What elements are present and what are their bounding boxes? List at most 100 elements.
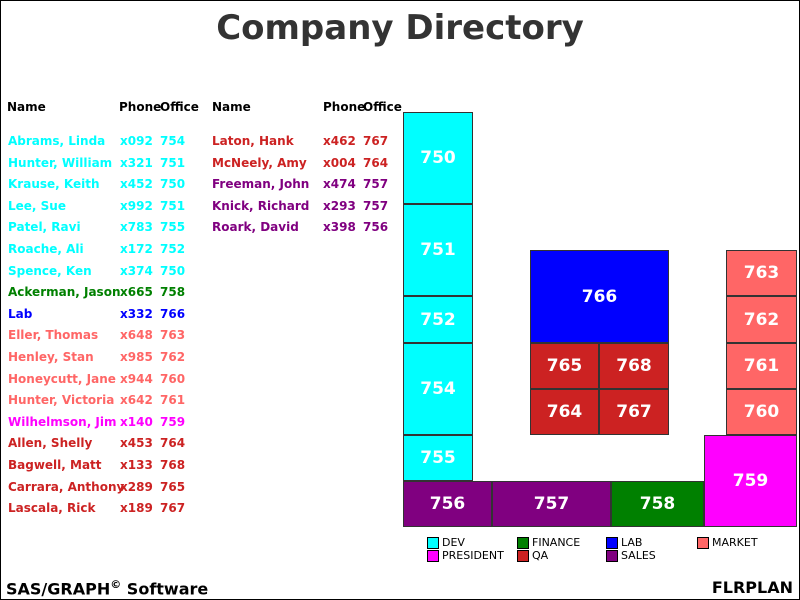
- directory-phone: x783: [120, 220, 153, 235]
- legend-swatch: [517, 537, 529, 549]
- legend-label: PRESIDENT: [442, 549, 504, 562]
- legend-item-lab: LAB: [606, 536, 642, 549]
- directory-name: Carrara, Anthony: [8, 479, 125, 494]
- legend-item-finance: FINANCE: [517, 536, 580, 549]
- legend-item-market: MARKET: [697, 536, 758, 549]
- directory-name: Krause, Keith: [8, 177, 100, 192]
- directory-phone: x648: [120, 328, 153, 343]
- room-755: 755: [403, 435, 473, 481]
- directory-phone: x462: [323, 134, 356, 148]
- directory-phone: x474: [323, 177, 356, 192]
- legend-label: FINANCE: [532, 536, 581, 549]
- legend-swatch: [427, 550, 439, 562]
- directory-phone: x092: [120, 134, 153, 148]
- directory-name: Patel, Ravi: [8, 220, 81, 235]
- room-759: 759: [704, 435, 797, 527]
- directory-office: 754: [160, 134, 186, 148]
- directory-name: Lee, Sue: [8, 198, 66, 213]
- header-phone-right: Phone: [323, 100, 366, 114]
- footer-left: SAS/GRAPH© Software: [6, 578, 208, 598]
- legend-label: DEV: [442, 536, 465, 549]
- directory-phone: x189: [120, 501, 153, 516]
- directory-phone: x453: [120, 436, 153, 451]
- directory-office: 757: [363, 198, 389, 213]
- room-751: 751: [403, 204, 473, 296]
- legend-label: MARKET: [712, 536, 758, 549]
- directory-phone: x172: [120, 242, 153, 256]
- directory-office: 760: [160, 371, 186, 386]
- directory-phone: x944: [120, 371, 153, 386]
- directory-name: Lab: [8, 306, 33, 321]
- room-752: 752: [403, 296, 473, 343]
- room-750: 750: [403, 112, 473, 204]
- room-757: 757: [492, 481, 611, 527]
- directory-office: 750: [160, 177, 186, 192]
- directory-name: Wilhelmson, Jim: [8, 414, 117, 429]
- directory-phone: x992: [120, 198, 153, 213]
- header-office-right: Office: [363, 100, 402, 114]
- footer-right: FLRPLAN: [711, 578, 793, 597]
- directory-phone: x374: [120, 263, 153, 278]
- directory-office: 756: [363, 220, 389, 235]
- page-title: Company Directory: [216, 8, 584, 48]
- room-765: 765: [530, 343, 599, 389]
- directory-name: Roache, Ali: [8, 242, 84, 256]
- legend-label: LAB: [621, 536, 643, 549]
- room-768: 768: [599, 343, 669, 389]
- directory-office: 762: [160, 350, 186, 364]
- header-office-left: Office: [160, 100, 199, 114]
- directory-phone: x289: [120, 479, 153, 494]
- directory-phone: x642: [120, 393, 153, 408]
- directory-office: 764: [160, 436, 186, 451]
- directory-name: Freeman, John: [212, 177, 310, 192]
- directory-phone: x398: [323, 220, 356, 235]
- copyright-mark: ©: [110, 578, 122, 591]
- footer-software: Software: [121, 579, 209, 599]
- directory-office: 767: [363, 134, 389, 148]
- room-766: 766: [530, 250, 669, 343]
- legend-swatch: [606, 537, 618, 549]
- room-767: 767: [599, 389, 669, 435]
- directory-office: 757: [363, 177, 389, 192]
- directory-office: 752: [160, 242, 186, 256]
- directory-phone: x293: [323, 198, 356, 213]
- directory-phone: x985: [120, 350, 153, 364]
- directory-phone: x332: [120, 306, 153, 321]
- legend-swatch: [697, 537, 709, 549]
- room-763: 763: [726, 250, 797, 296]
- legend-item-qa: QA: [517, 549, 548, 562]
- directory-office: 761: [160, 393, 186, 408]
- directory-phone: x140: [120, 414, 153, 429]
- directory-name: Bagwell, Matt: [8, 458, 102, 472]
- directory-office: 766: [160, 306, 186, 321]
- legend-label: QA: [532, 549, 549, 562]
- header-phone-left: Phone: [119, 100, 162, 114]
- directory-name: Henley, Stan: [8, 350, 94, 364]
- directory-name: Roark, David: [212, 220, 299, 235]
- directory-office: 755: [160, 220, 186, 235]
- directory-name: Spence, Ken: [8, 263, 92, 278]
- directory-name: Abrams, Linda: [8, 134, 106, 148]
- legend-item-dev: DEV: [427, 536, 465, 549]
- legend-item-president: PRESIDENT: [427, 549, 504, 562]
- directory-phone: x133: [120, 458, 153, 472]
- directory-office: 758: [160, 285, 186, 300]
- directory-name: Knick, Richard: [212, 198, 310, 213]
- directory-name: McNeely, Amy: [212, 155, 307, 170]
- directory-office: 765: [160, 479, 186, 494]
- directory-name: Hunter, William: [8, 155, 113, 170]
- legend-item-sales: SALES: [606, 549, 656, 562]
- directory-office: 751: [160, 155, 186, 170]
- directory-name: Eller, Thomas: [8, 328, 99, 343]
- legend-swatch: [517, 550, 529, 562]
- directory-office: 763: [160, 328, 186, 343]
- room-760: 760: [726, 389, 797, 435]
- header-name-right: Name: [212, 100, 251, 114]
- legend-label: SALES: [621, 549, 656, 562]
- legend-swatch: [427, 537, 439, 549]
- room-756: 756: [403, 481, 492, 527]
- directory-office: 759: [160, 414, 186, 429]
- directory-name: Lascala, Rick: [8, 501, 96, 516]
- directory-phone: x321: [120, 155, 153, 170]
- directory-office: 750: [160, 263, 186, 278]
